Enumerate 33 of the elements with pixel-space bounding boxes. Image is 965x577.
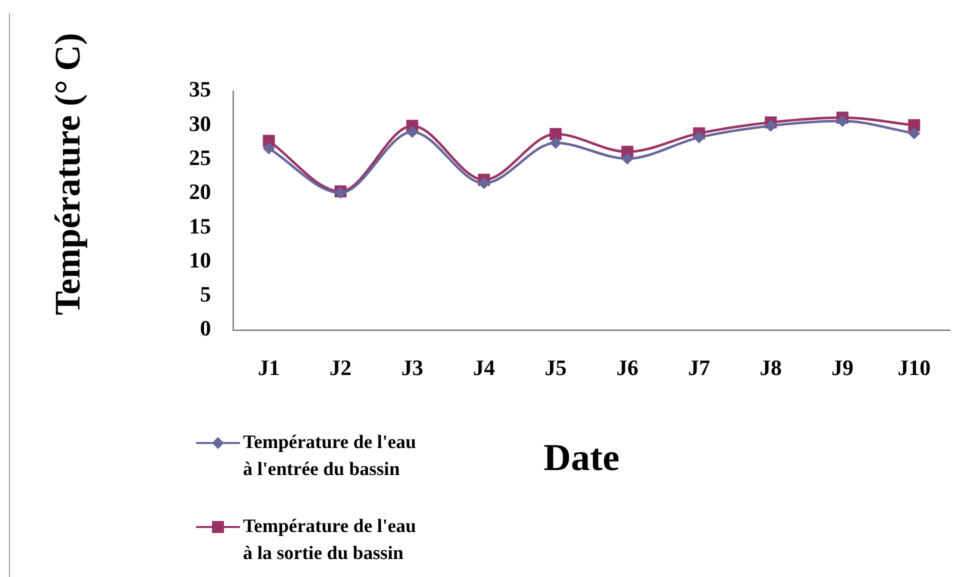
y-tick-label: 15 bbox=[189, 213, 211, 238]
x-axis-title: Date bbox=[544, 436, 620, 479]
y-tick-label: 10 bbox=[189, 247, 211, 272]
legend-label: Température de l'eau à la sortie du bassin bbox=[243, 516, 417, 564]
point bbox=[764, 120, 777, 132]
point bbox=[406, 126, 418, 138]
y-tick-label: 25 bbox=[189, 144, 211, 170]
y-tick-label: 5 bbox=[200, 282, 211, 307]
x-tick-label: J3 bbox=[401, 354, 424, 380]
point bbox=[550, 136, 562, 149]
x-tick-label: J7 bbox=[688, 354, 710, 380]
point bbox=[908, 127, 920, 140]
y-tick-label: 0 bbox=[200, 316, 211, 341]
x-tick-label: J2 bbox=[330, 354, 352, 380]
point bbox=[693, 131, 706, 144]
y-tick-label: 35 bbox=[189, 76, 211, 102]
x-tick-label: J1 bbox=[258, 354, 280, 380]
x-tick-label: J10 bbox=[898, 354, 931, 380]
x-tick-label: J8 bbox=[760, 354, 782, 380]
point bbox=[836, 115, 848, 128]
point bbox=[262, 142, 275, 154]
x-tick-label: J9 bbox=[831, 354, 854, 380]
point bbox=[621, 152, 634, 165]
y-axis-title: Température (° C) bbox=[47, 32, 88, 316]
y-tick-label: 20 bbox=[189, 179, 211, 204]
x-tick-label: J5 bbox=[544, 354, 567, 380]
point bbox=[908, 119, 920, 132]
x-tick-label: J6 bbox=[616, 354, 638, 380]
y-tick-label: 30 bbox=[189, 110, 211, 136]
point bbox=[550, 128, 562, 140]
x-tick-label: J4 bbox=[472, 354, 495, 380]
legend-label: Température de l'eau à l'entrée du bassin bbox=[243, 432, 417, 480]
point bbox=[478, 177, 490, 190]
